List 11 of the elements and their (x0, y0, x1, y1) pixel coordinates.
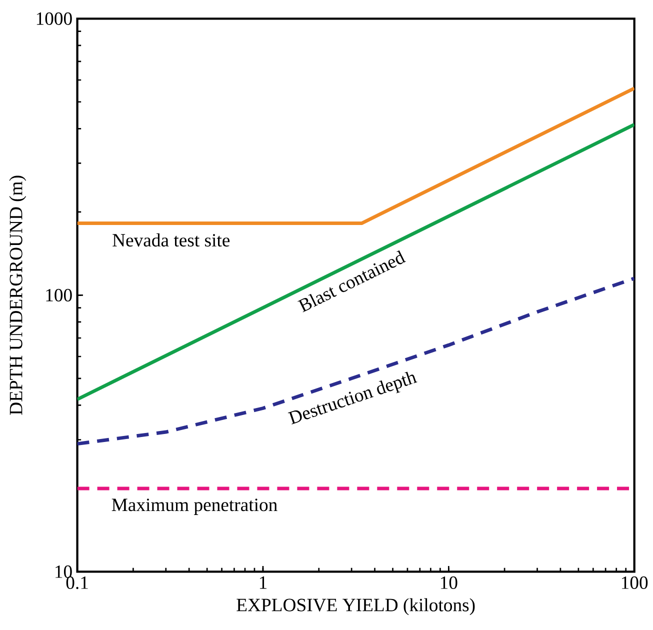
y-tick-label: 10 (56, 565, 72, 578)
x-tick-label: 10 (440, 576, 458, 589)
series-label: Maximum penetration (112, 498, 278, 515)
x-tick-label: 0.1 (66, 576, 88, 589)
y-tick-label: 100 (46, 288, 72, 302)
x-tick-label: 100 (622, 576, 648, 589)
x-tick-label: 1 (260, 576, 267, 589)
series-label: Nevada test site (112, 233, 230, 246)
y-axis-title: DEPTH UNDERGROUND (m) (9, 176, 26, 415)
y-tick-label: 1000 (36, 12, 72, 25)
x-axis-title: EXPLOSIVE YIELD (kilotons) (236, 598, 475, 615)
